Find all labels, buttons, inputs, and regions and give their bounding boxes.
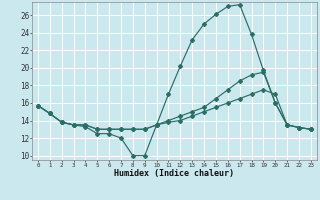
X-axis label: Humidex (Indice chaleur): Humidex (Indice chaleur) [115,169,234,178]
